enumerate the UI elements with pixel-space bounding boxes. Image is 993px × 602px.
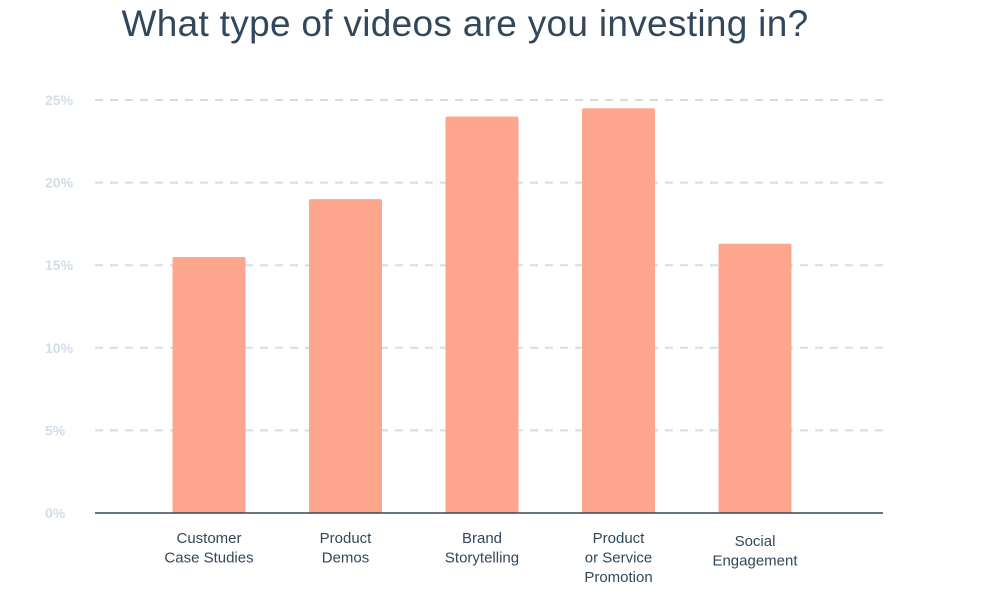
x-tick-label: Social Engagement xyxy=(712,533,798,570)
y-tick-labels: 0% 5% 10% 15% 20% 25% xyxy=(45,92,74,521)
bar xyxy=(582,108,655,513)
y-tick-label: 10% xyxy=(45,340,74,356)
bar xyxy=(445,116,519,514)
y-tick-label: 0% xyxy=(45,505,66,521)
bar xyxy=(718,243,792,513)
y-tick-label: 20% xyxy=(45,175,74,191)
x-tick-label: Customer Case Studies xyxy=(164,530,253,567)
y-tick-label: 15% xyxy=(45,257,74,273)
x-tick-label: Product or Service Promotion xyxy=(584,530,652,586)
bar xyxy=(309,199,382,513)
chart-title: What type of videos are you investing in… xyxy=(121,3,809,44)
x-tick-labels: Customer Case Studies Product Demos Brand Sto… xyxy=(164,530,798,586)
x-tick-label: Brand Storytelling xyxy=(445,530,519,567)
x-tick-label: Product Demos xyxy=(320,530,373,567)
bars xyxy=(172,108,792,514)
y-tick-label: 25% xyxy=(45,92,74,108)
bar xyxy=(172,256,246,513)
y-tick-label: 5% xyxy=(45,422,66,438)
